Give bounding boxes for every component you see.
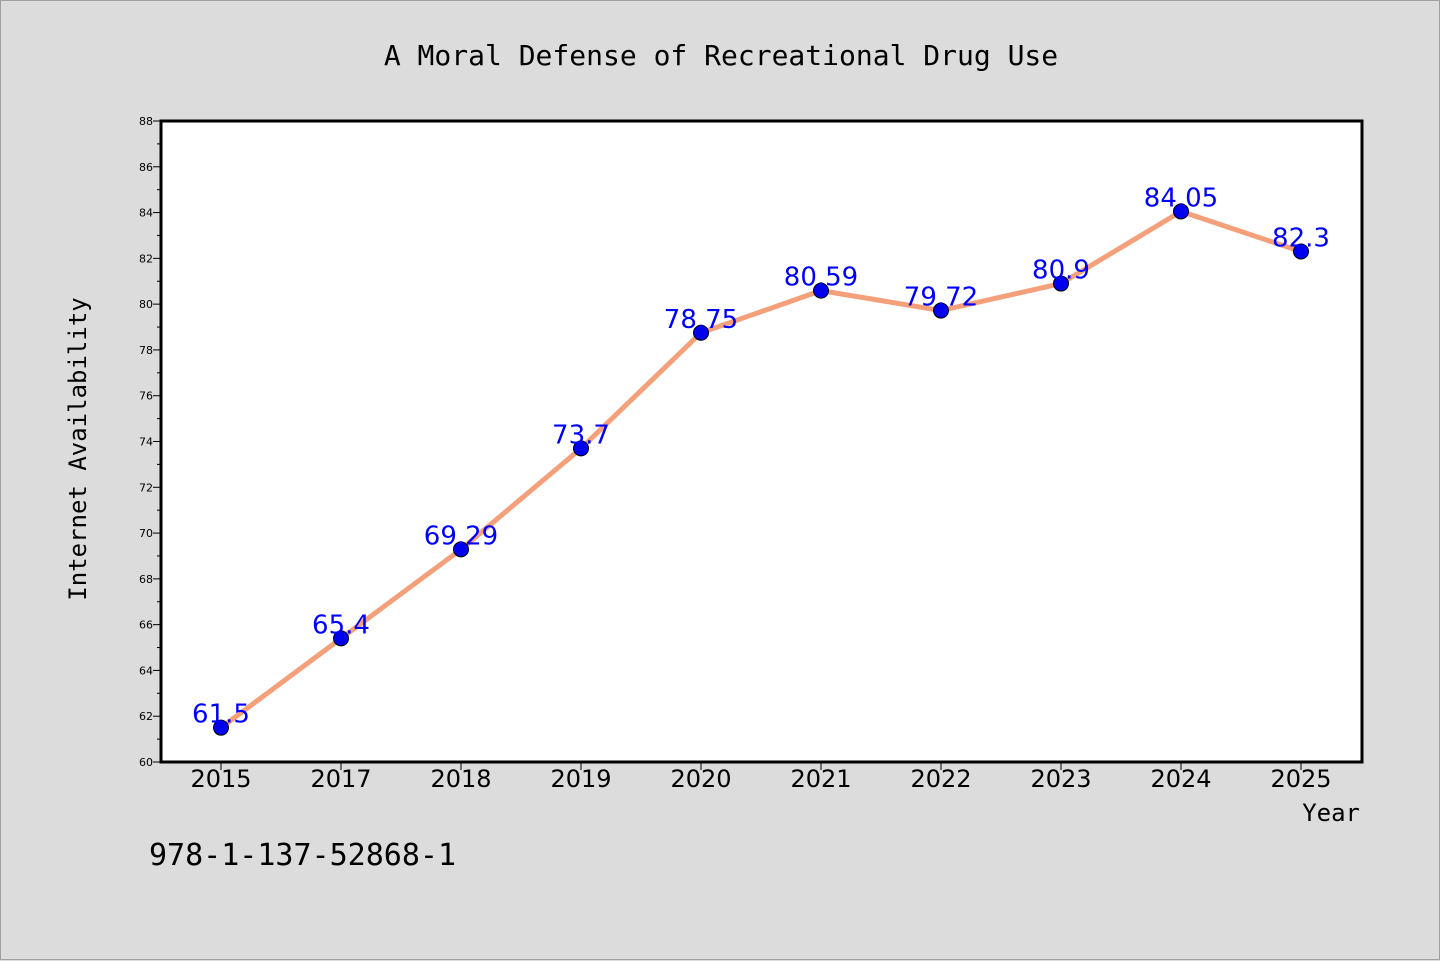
y-tick-label: 70 [139,527,153,540]
y-tick-label: 64 [139,664,153,677]
x-tick-label: 2015 [190,765,251,793]
series-line [218,208,1304,731]
x-tick-label: 2025 [1270,765,1331,793]
y-tick-label: 74 [139,436,153,449]
y-tick-label: 84 [139,207,153,220]
y-axis: 60 62 64 66 68 70 72 74 76 78 80 82 84 86 88 [139,115,161,769]
y-tick-label: 62 [139,710,153,723]
data-label: 61.5 [192,700,250,730]
x-tick-label: 2023 [1030,765,1091,793]
x-tick-label: 2021 [790,765,851,793]
data-label: 80.9 [1032,256,1090,286]
y-tick-label: 78 [139,344,153,357]
y-axis-title: Internet Availability [64,297,92,600]
y-tick-label: 82 [139,252,153,265]
y-tick-label: 88 [139,115,153,128]
x-tick-label: 2019 [550,765,611,793]
data-point-marker [1173,203,1189,220]
data-point-marker [1293,243,1309,260]
data-label: 69.29 [424,521,498,551]
data-point-marker [453,541,469,558]
data-label: 80.59 [784,263,858,293]
x-tick-label: 2020 [670,765,731,793]
data-label: 73.7 [552,420,610,450]
data-label: 79.72 [904,283,978,313]
data-label: 65.4 [312,610,370,640]
x-tick-label: 2022 [910,765,971,793]
y-tick-label: 68 [139,573,153,586]
plot-area [159,119,1364,764]
data-point-marker [333,630,349,647]
x-tick-label: 2024 [1150,765,1211,793]
data-point-marker [693,324,709,341]
data-label: 78.75 [664,305,738,335]
footnote-isbn: 978-1-137-52868-1 [149,838,456,873]
x-tick-label: 2018 [430,765,491,793]
chart-title: A Moral Defense of Recreational Drug Use [384,39,1058,72]
data-point-marker [1053,275,1069,292]
y-tick-label: 80 [139,298,153,311]
x-tick-label: 2017 [310,765,371,793]
data-point-marker [573,440,589,457]
y-tick-label: 66 [139,619,153,632]
data-point-marker [213,719,229,736]
data-label-layer: 61.5 65.4 69.29 73.7 78.75 80.59 79.72 80.9 84.0… [192,183,1330,729]
y-tick-label: 60 [139,756,153,769]
x-axis-title: Year [1302,799,1360,827]
data-point-marker [813,282,829,299]
y-tick-label: 76 [139,390,153,403]
data-label: 84.05 [1144,183,1218,213]
x-axis: 2015 2017 2018 2019 2020 2021 2022 2023 2024 2025 [190,762,1332,793]
y-tick-label: 72 [139,481,153,494]
series-layer [213,203,1309,736]
data-label: 82.3 [1272,223,1330,253]
y-tick-label: 86 [139,161,153,174]
data-point-marker [933,302,949,319]
